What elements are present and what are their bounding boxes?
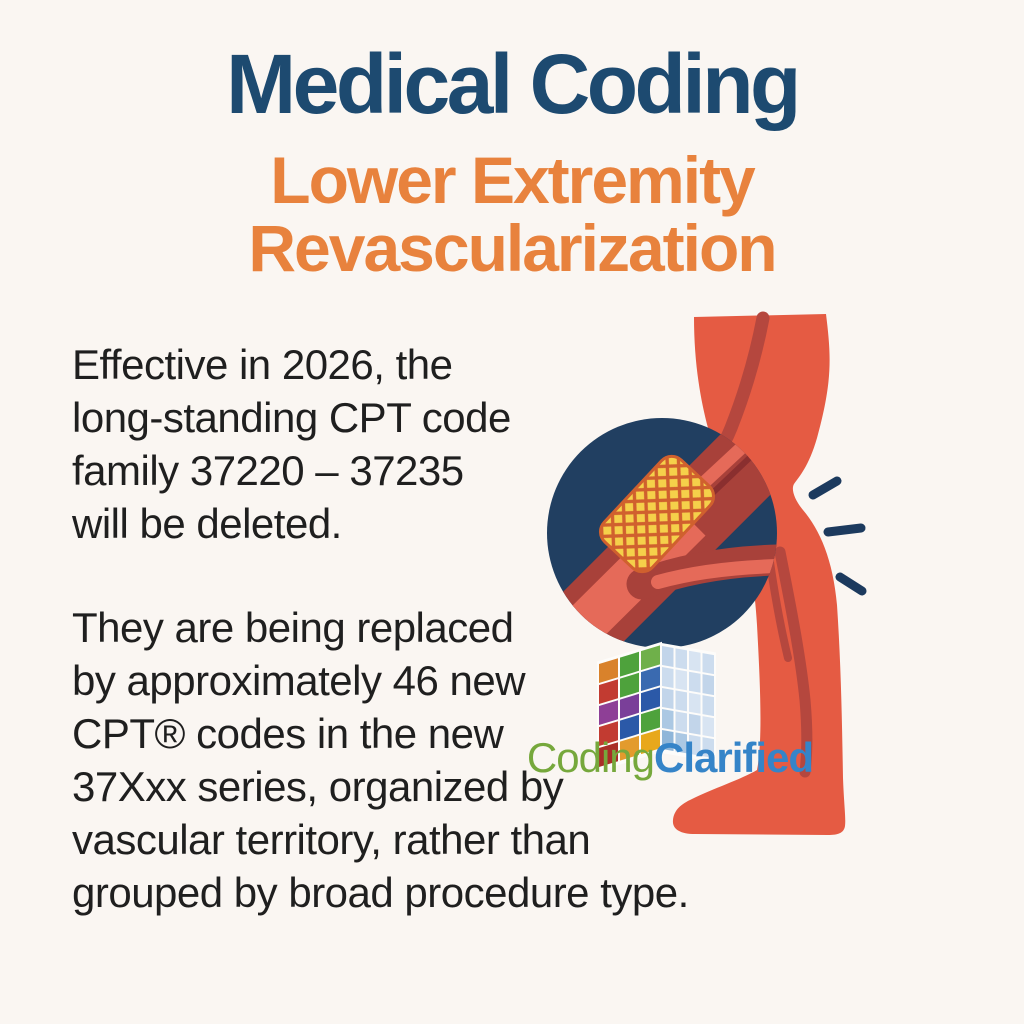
logo-word-coding: Coding (526, 734, 655, 781)
paragraph-deletion-notice: Effective in 2026, the long-standing CPT… (72, 341, 511, 547)
artery-side-branch-lumen (651, 559, 777, 589)
artery-side-branch (626, 544, 777, 600)
page-subtitle: Lower Extremity Revascularization (248, 143, 777, 285)
coding-clarified-wordmark: CodingClarified (470, 735, 870, 781)
dash-icon (835, 572, 867, 596)
dash-icon (808, 476, 842, 500)
knee-emphasis-dashes (808, 476, 867, 596)
paragraph-replacement-details: They are being replaced by approximately… (72, 604, 689, 916)
page-title: Medical Coding (226, 37, 801, 131)
logo-word-clarified: Clarified (654, 734, 814, 781)
dash-icon (823, 523, 866, 537)
